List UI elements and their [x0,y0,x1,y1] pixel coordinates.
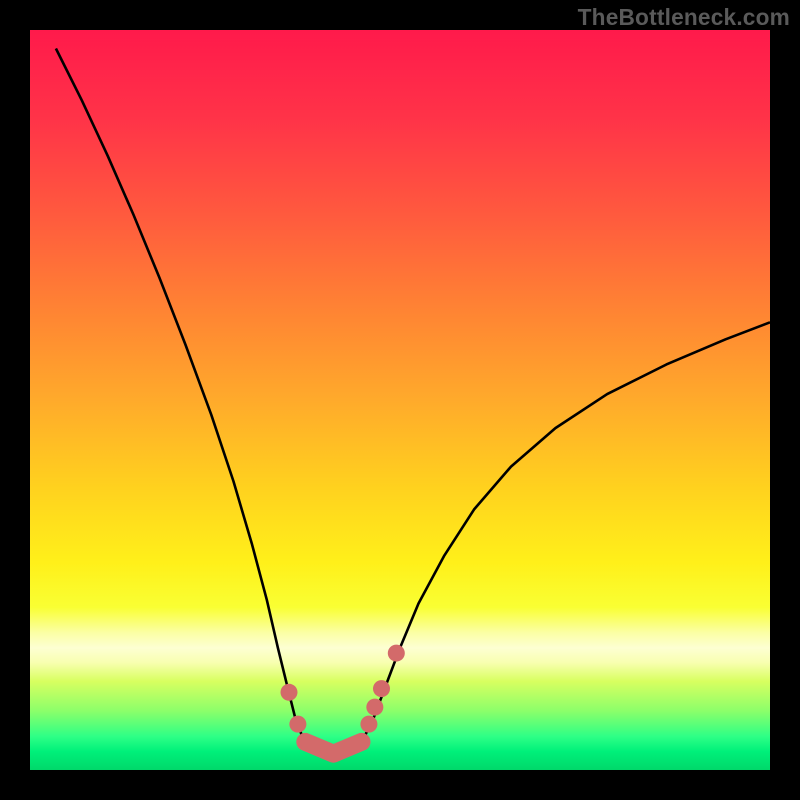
curve-marker-dot [388,645,405,662]
bottleneck-chart [0,0,800,800]
curve-marker-dot [360,716,377,733]
watermark-text: TheBottleneck.com [578,4,790,31]
curve-marker-dot [366,699,383,716]
curve-marker-dot [281,684,298,701]
curve-marker-dot [289,716,306,733]
curve-marker-dot [373,680,390,697]
